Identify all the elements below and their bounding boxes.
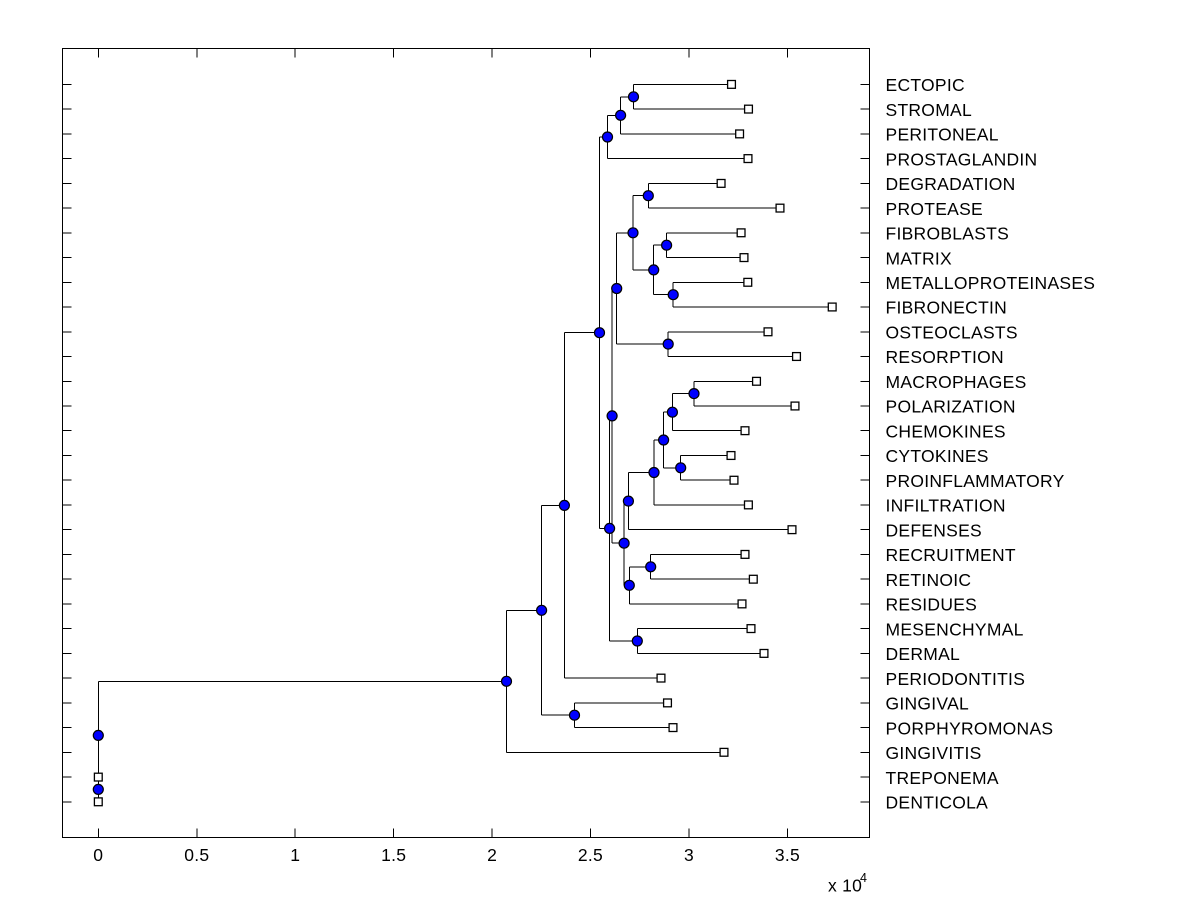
svg-text:0: 0 (93, 845, 103, 865)
svg-text:3.5: 3.5 (775, 845, 800, 865)
svg-text:4: 4 (860, 871, 867, 885)
svg-text:2.5: 2.5 (578, 845, 603, 865)
svg-text:GINGIVITIS: GINGIVITIS (886, 743, 982, 763)
svg-text:GINGIVAL: GINGIVAL (886, 694, 970, 714)
svg-text:RETINOIC: RETINOIC (886, 570, 972, 590)
svg-text:OSTEOCLASTS: OSTEOCLASTS (886, 323, 1018, 343)
svg-text:PROTEASE: PROTEASE (886, 199, 983, 219)
svg-text:PROSTAGLANDIN: PROSTAGLANDIN (886, 149, 1038, 169)
svg-text:RESORPTION: RESORPTION (886, 347, 1004, 367)
svg-text:ECTOPIC: ECTOPIC (886, 75, 965, 95)
svg-text:MATRIX: MATRIX (886, 248, 952, 268)
svg-text:DEGRADATION: DEGRADATION (886, 174, 1016, 194)
svg-text:DERMAL: DERMAL (886, 644, 961, 664)
svg-text:MESENCHYMAL: MESENCHYMAL (886, 619, 1024, 639)
svg-text:MACROPHAGES: MACROPHAGES (886, 372, 1027, 392)
svg-text:PORPHYROMONAS: PORPHYROMONAS (886, 718, 1054, 738)
svg-text:POLARIZATION: POLARIZATION (886, 397, 1016, 417)
svg-text:TREPONEMA: TREPONEMA (886, 768, 999, 788)
svg-text:1.5: 1.5 (381, 845, 406, 865)
svg-text:1: 1 (290, 845, 300, 865)
svg-text:CYTOKINES: CYTOKINES (886, 446, 989, 466)
svg-text:CHEMOKINES: CHEMOKINES (886, 421, 1006, 441)
svg-text:PROINFLAMMATORY: PROINFLAMMATORY (886, 471, 1065, 491)
svg-text:0.5: 0.5 (184, 845, 209, 865)
svg-text:FIBROBLASTS: FIBROBLASTS (886, 224, 1010, 244)
svg-text:DENTICOLA: DENTICOLA (886, 793, 989, 813)
svg-text:STROMAL: STROMAL (886, 100, 973, 120)
svg-text:FIBRONECTIN: FIBRONECTIN (886, 298, 1008, 318)
svg-text:3: 3 (684, 845, 694, 865)
svg-text:METALLOPROTEINASES: METALLOPROTEINASES (886, 273, 1096, 293)
svg-text:DEFENSES: DEFENSES (886, 520, 983, 540)
svg-text:PERIODONTITIS: PERIODONTITIS (886, 669, 1026, 689)
svg-text:RECRUITMENT: RECRUITMENT (886, 545, 1016, 565)
svg-text:INFILTRATION: INFILTRATION (886, 496, 1006, 516)
svg-text:RESIDUES: RESIDUES (886, 595, 978, 615)
svg-text:2: 2 (487, 845, 497, 865)
svg-text:PERITONEAL: PERITONEAL (886, 125, 999, 145)
svg-text:x 10: x 10 (828, 876, 862, 896)
